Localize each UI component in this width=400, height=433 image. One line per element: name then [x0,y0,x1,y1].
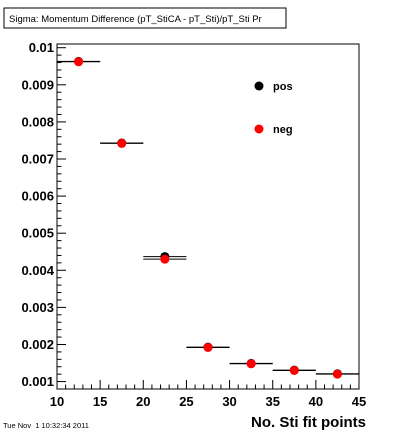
x-tick-label: 30 [222,394,236,409]
y-tick-label: 0.008 [21,114,54,129]
legend: pos neg [254,81,293,136]
x-tick-label: 15 [93,394,107,409]
x-tick-label: 45 [352,394,366,409]
legend-marker-neg [254,124,264,134]
y-tick-label: 0.005 [21,226,54,241]
y-tick-label: 0.007 [21,152,54,167]
data-marks [57,56,359,379]
data-point-neg [246,359,256,369]
x-axis-label: No. Sti fit points [251,414,366,431]
timestamp: Tue Nov 1 10:32:34 2011 [3,421,89,430]
data-point-neg [117,138,127,148]
data-point-neg [160,254,170,264]
plot-frame [56,43,360,390]
data-point-neg [289,365,299,375]
y-tick-label: 0.01 [29,40,54,55]
y-tick-label: 0.009 [21,77,54,92]
legend-marker-pos [254,81,264,91]
x-tick-label: 40 [309,394,323,409]
y-tick-label: 0.002 [21,337,54,352]
x-tick-label: 25 [179,394,193,409]
data-point-neg [74,57,84,67]
title-box: Sigma: Momentum Difference (pT_StiCA - p… [3,7,287,29]
y-tick-label: 0.001 [21,374,54,389]
chart-title: Sigma: Momentum Difference (pT_StiCA - p… [9,14,262,25]
title-box-frame [3,7,287,29]
x-tick-label: 35 [265,394,279,409]
data-point-neg [203,342,213,352]
legend-label-neg: neg [273,124,293,136]
data-point-neg [332,369,342,379]
x-tick-label: 20 [136,394,150,409]
axes: 10 15 20 25 30 35 40 45 0.001 0.002 0.003 0.004 0.00… [21,40,366,409]
x-tick-label: 10 [50,394,64,409]
y-tick-label: 0.003 [21,300,54,315]
legend-label-pos: pos [273,81,293,93]
y-tick-label: 0.004 [21,263,54,278]
y-tick-label: 0.006 [21,189,54,204]
